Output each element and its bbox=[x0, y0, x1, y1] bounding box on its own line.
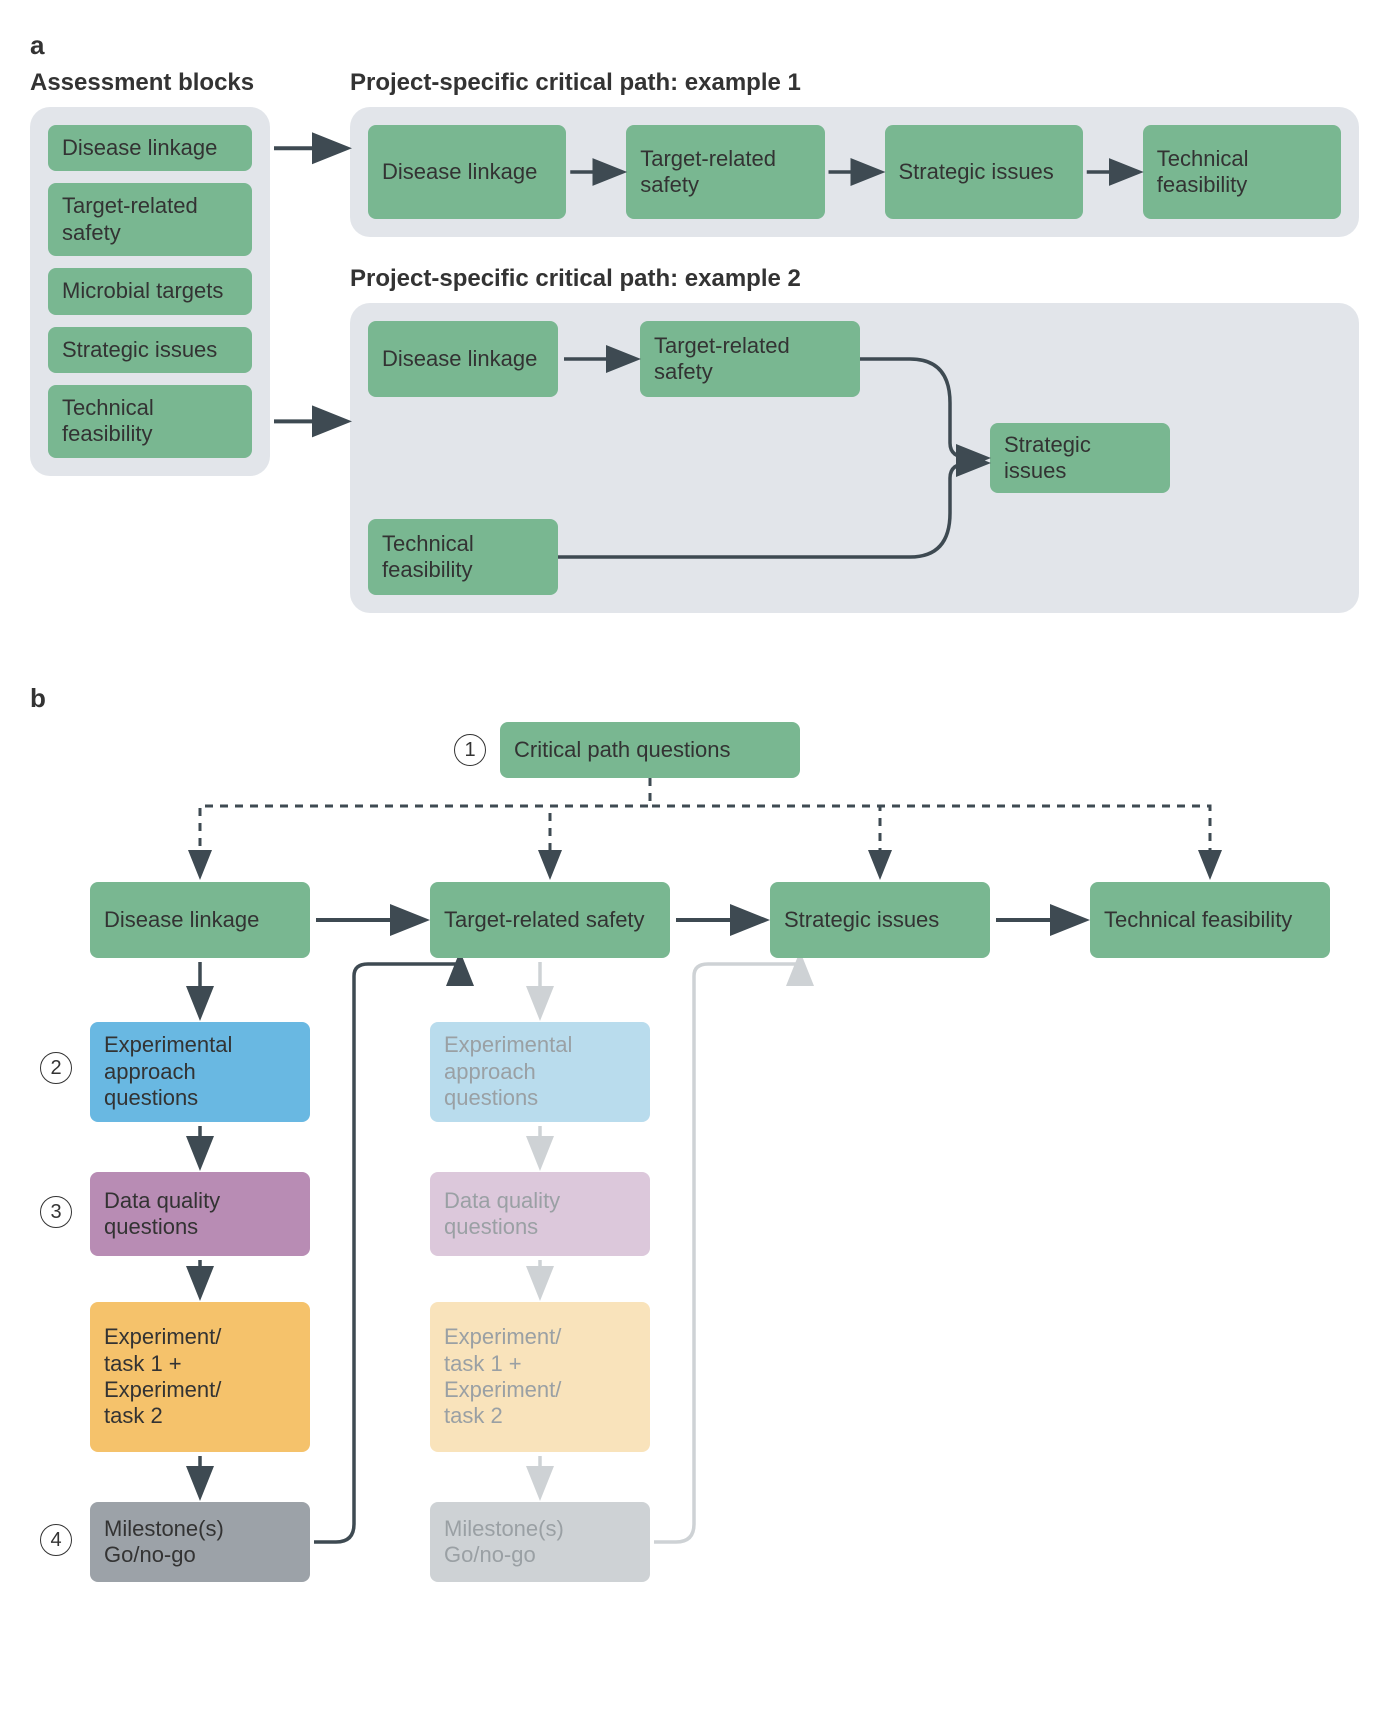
ex1-title: Project-specific critical path: example … bbox=[350, 69, 1359, 97]
ex2-block: Technical feasibility bbox=[368, 519, 558, 595]
assessment-block: Target-related safety bbox=[48, 183, 252, 256]
assessment-block: Disease linkage bbox=[48, 125, 252, 171]
panel-b-block: Target-related safety bbox=[430, 882, 670, 958]
panel-b-block: Milestone(s) Go/no-go bbox=[90, 1502, 310, 1582]
panel-b-block: Experiment/ task 1 + Experiment/ task 2 bbox=[90, 1302, 310, 1452]
step-number: 3 bbox=[40, 1196, 72, 1228]
assessment-block: Technical feasibility bbox=[48, 385, 252, 458]
step-number: 2 bbox=[40, 1052, 72, 1084]
panel-b-block: Experimental approach questions bbox=[90, 1022, 310, 1122]
panel-a: a Assessment blocks Disease linkage Targe… bbox=[30, 30, 1359, 613]
assessment-block: Microbial targets bbox=[48, 268, 252, 314]
assessment-title: Assessment blocks bbox=[30, 69, 270, 97]
panel-b-block: Milestone(s) Go/no-go bbox=[430, 1502, 650, 1582]
panel-b-block: Strategic issues bbox=[770, 882, 990, 958]
panel-b-block: Disease linkage bbox=[90, 882, 310, 958]
assessment-column: Assessment blocks Disease linkage Target-… bbox=[30, 69, 270, 476]
panel-a-label: a bbox=[30, 30, 1359, 61]
step-number: 4 bbox=[40, 1524, 72, 1556]
ex1-block: Target-related safety bbox=[626, 125, 824, 219]
ex1-grey-box: Disease linkage Target-related safety Stra… bbox=[350, 107, 1359, 237]
panel-b-block: Data quality questions bbox=[430, 1172, 650, 1256]
ex1-block: Technical feasibility bbox=[1143, 125, 1341, 219]
panel-b-block: Critical path questions bbox=[500, 722, 800, 778]
ex1-block: Disease linkage bbox=[368, 125, 566, 219]
panel-b-block: Technical feasibility bbox=[1090, 882, 1330, 958]
step-number: 1 bbox=[454, 734, 486, 766]
panel-b-block: Experimental approach questions bbox=[430, 1022, 650, 1122]
ex1-block: Strategic issues bbox=[885, 125, 1083, 219]
ex2-grey-box: Disease linkage Target-related safety Tech… bbox=[350, 303, 1359, 613]
ex2-block: Target-related safety bbox=[640, 321, 860, 397]
panel-b-block: Data quality questions bbox=[90, 1172, 310, 1256]
panel-b-block: Experiment/ task 1 + Experiment/ task 2 bbox=[430, 1302, 650, 1452]
ex2-title: Project-specific critical path: example … bbox=[350, 265, 1359, 293]
assessment-grey-box: Disease linkage Target-related safety Micr… bbox=[30, 107, 270, 476]
panel-b: b Critical path questions 1 Disease linkag… bbox=[30, 683, 1359, 1643]
assessment-block: Strategic issues bbox=[48, 327, 252, 373]
panel-b-label: b bbox=[30, 683, 1359, 714]
ex2-block: Strategic issues bbox=[990, 423, 1170, 493]
ex2-block: Disease linkage bbox=[368, 321, 558, 397]
figure-root: a Assessment blocks Disease linkage Targe… bbox=[30, 30, 1359, 1643]
examples-column: Project-specific critical path: example … bbox=[350, 69, 1359, 613]
